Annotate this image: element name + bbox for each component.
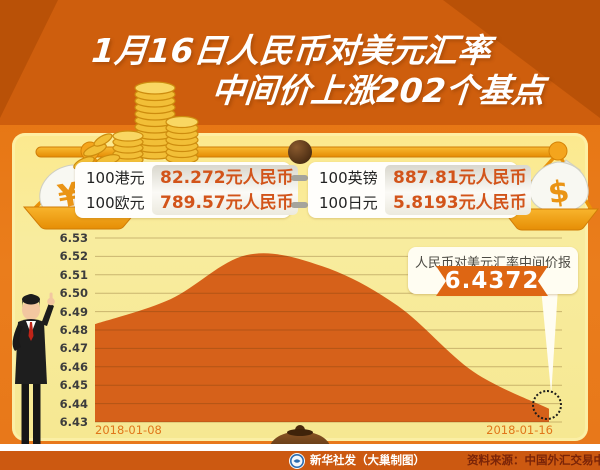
y-tick-label: 6.53 xyxy=(59,231,88,245)
y-tick-label: 6.47 xyxy=(59,341,88,356)
rates-box-right: 100英镑 100日元 887.81元人民币 5.8193元人民币 xyxy=(308,162,531,218)
y-tick-label: 6.49 xyxy=(59,304,88,319)
currency-value: 789.57元人民币 xyxy=(160,192,294,213)
currency-value: 5.8193元人民币 xyxy=(393,192,527,213)
currency-label: 100英镑 xyxy=(319,168,378,187)
rates-box-left: 100港元 100欧元 82.272元人民币 789.57元人民币 xyxy=(75,162,298,218)
value-ribbon: 6.4372 xyxy=(436,266,548,296)
source-text: 资料来源：中国外汇交易中心 xyxy=(467,453,600,467)
annotation-callout: 人民币对美元汇率中间价报 6.4372 xyxy=(408,247,578,296)
title-line-2: 中间价上涨202个基点 xyxy=(210,71,547,110)
endpoint-highlight-circle xyxy=(532,390,562,420)
connector-dash xyxy=(291,175,308,181)
y-tick-label: 6.50 xyxy=(59,286,88,301)
divider-strip xyxy=(0,444,600,451)
y-tick-label: 6.43 xyxy=(59,415,88,429)
currency-label: 100欧元 xyxy=(86,193,145,212)
y-tick-label: 6.44 xyxy=(59,396,88,411)
y-tick-label: 6.52 xyxy=(59,249,88,264)
footer-bar: 新华社发（大巢制图） 资料来源：中国外汇交易中心 xyxy=(0,451,600,470)
y-tick-label: 6.46 xyxy=(59,359,88,374)
connector-dash xyxy=(291,202,308,208)
xinhua-logo-icon xyxy=(289,453,305,469)
y-tick-label: 6.45 xyxy=(59,378,88,393)
currency-label: 100港元 xyxy=(86,168,145,187)
currency-value: 887.81元人民币 xyxy=(393,167,527,188)
x-axis-label-end: 2018-01-16 xyxy=(486,423,553,437)
y-tick-label: 6.51 xyxy=(59,267,88,282)
currency-value: 82.272元人民币 xyxy=(160,167,294,188)
currency-label: 100日元 xyxy=(319,193,378,212)
x-axis-label-start: 2018-01-08 xyxy=(95,423,162,437)
y-tick-label: 6.48 xyxy=(59,323,88,337)
credit-text: 新华社发（大巢制图） xyxy=(310,453,425,467)
